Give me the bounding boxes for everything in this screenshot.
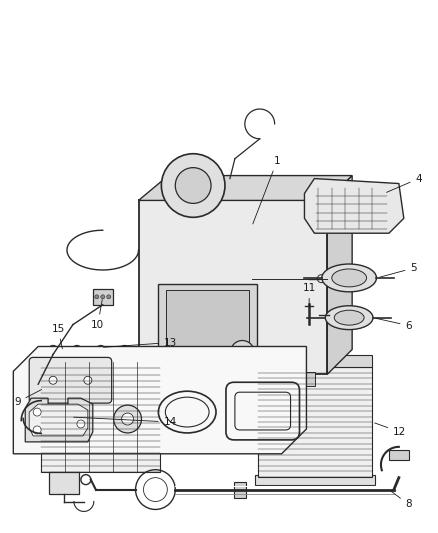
Text: 13: 13 <box>103 337 177 348</box>
Bar <box>280 337 292 356</box>
Ellipse shape <box>265 311 292 325</box>
Polygon shape <box>304 179 404 233</box>
Circle shape <box>122 413 134 425</box>
Bar <box>93 289 113 305</box>
Polygon shape <box>327 175 352 374</box>
Ellipse shape <box>17 417 25 424</box>
FancyBboxPatch shape <box>29 358 112 403</box>
Text: 15: 15 <box>51 324 65 349</box>
Text: 1: 1 <box>253 156 280 224</box>
Bar <box>35 382 53 394</box>
Text: 10: 10 <box>91 300 104 329</box>
Circle shape <box>161 154 225 217</box>
Circle shape <box>107 295 111 299</box>
Ellipse shape <box>322 264 377 292</box>
Bar <box>49 472 79 494</box>
Bar <box>258 356 372 367</box>
Bar <box>389 450 409 460</box>
Ellipse shape <box>19 416 27 422</box>
Circle shape <box>49 376 57 384</box>
Text: 6: 6 <box>376 318 412 330</box>
Circle shape <box>95 295 99 299</box>
Bar <box>324 332 340 337</box>
Circle shape <box>114 405 141 433</box>
Text: 12: 12 <box>374 423 406 437</box>
Bar <box>279 332 294 337</box>
Polygon shape <box>25 398 93 442</box>
Bar <box>159 373 176 386</box>
Text: 9: 9 <box>14 390 42 407</box>
Bar <box>166 290 249 354</box>
Ellipse shape <box>332 269 367 287</box>
Circle shape <box>101 295 105 299</box>
Bar <box>326 337 338 356</box>
Polygon shape <box>13 346 307 454</box>
Circle shape <box>230 341 254 365</box>
Circle shape <box>175 168 211 204</box>
Text: 11: 11 <box>303 283 316 307</box>
Text: 8: 8 <box>391 491 412 510</box>
Circle shape <box>33 408 41 416</box>
Bar <box>297 373 315 386</box>
Circle shape <box>33 426 41 434</box>
Text: 5: 5 <box>380 263 417 277</box>
Circle shape <box>77 420 85 428</box>
Text: 4: 4 <box>386 174 422 192</box>
Bar <box>258 367 372 477</box>
Text: 14: 14 <box>74 417 177 427</box>
Circle shape <box>84 376 92 384</box>
Bar <box>159 284 257 362</box>
Bar <box>255 475 375 484</box>
Polygon shape <box>138 175 352 200</box>
Ellipse shape <box>325 306 373 329</box>
Polygon shape <box>29 404 88 436</box>
Bar <box>41 362 160 472</box>
Bar <box>138 200 327 374</box>
Ellipse shape <box>326 311 354 325</box>
Bar <box>234 482 246 497</box>
Ellipse shape <box>334 310 364 325</box>
